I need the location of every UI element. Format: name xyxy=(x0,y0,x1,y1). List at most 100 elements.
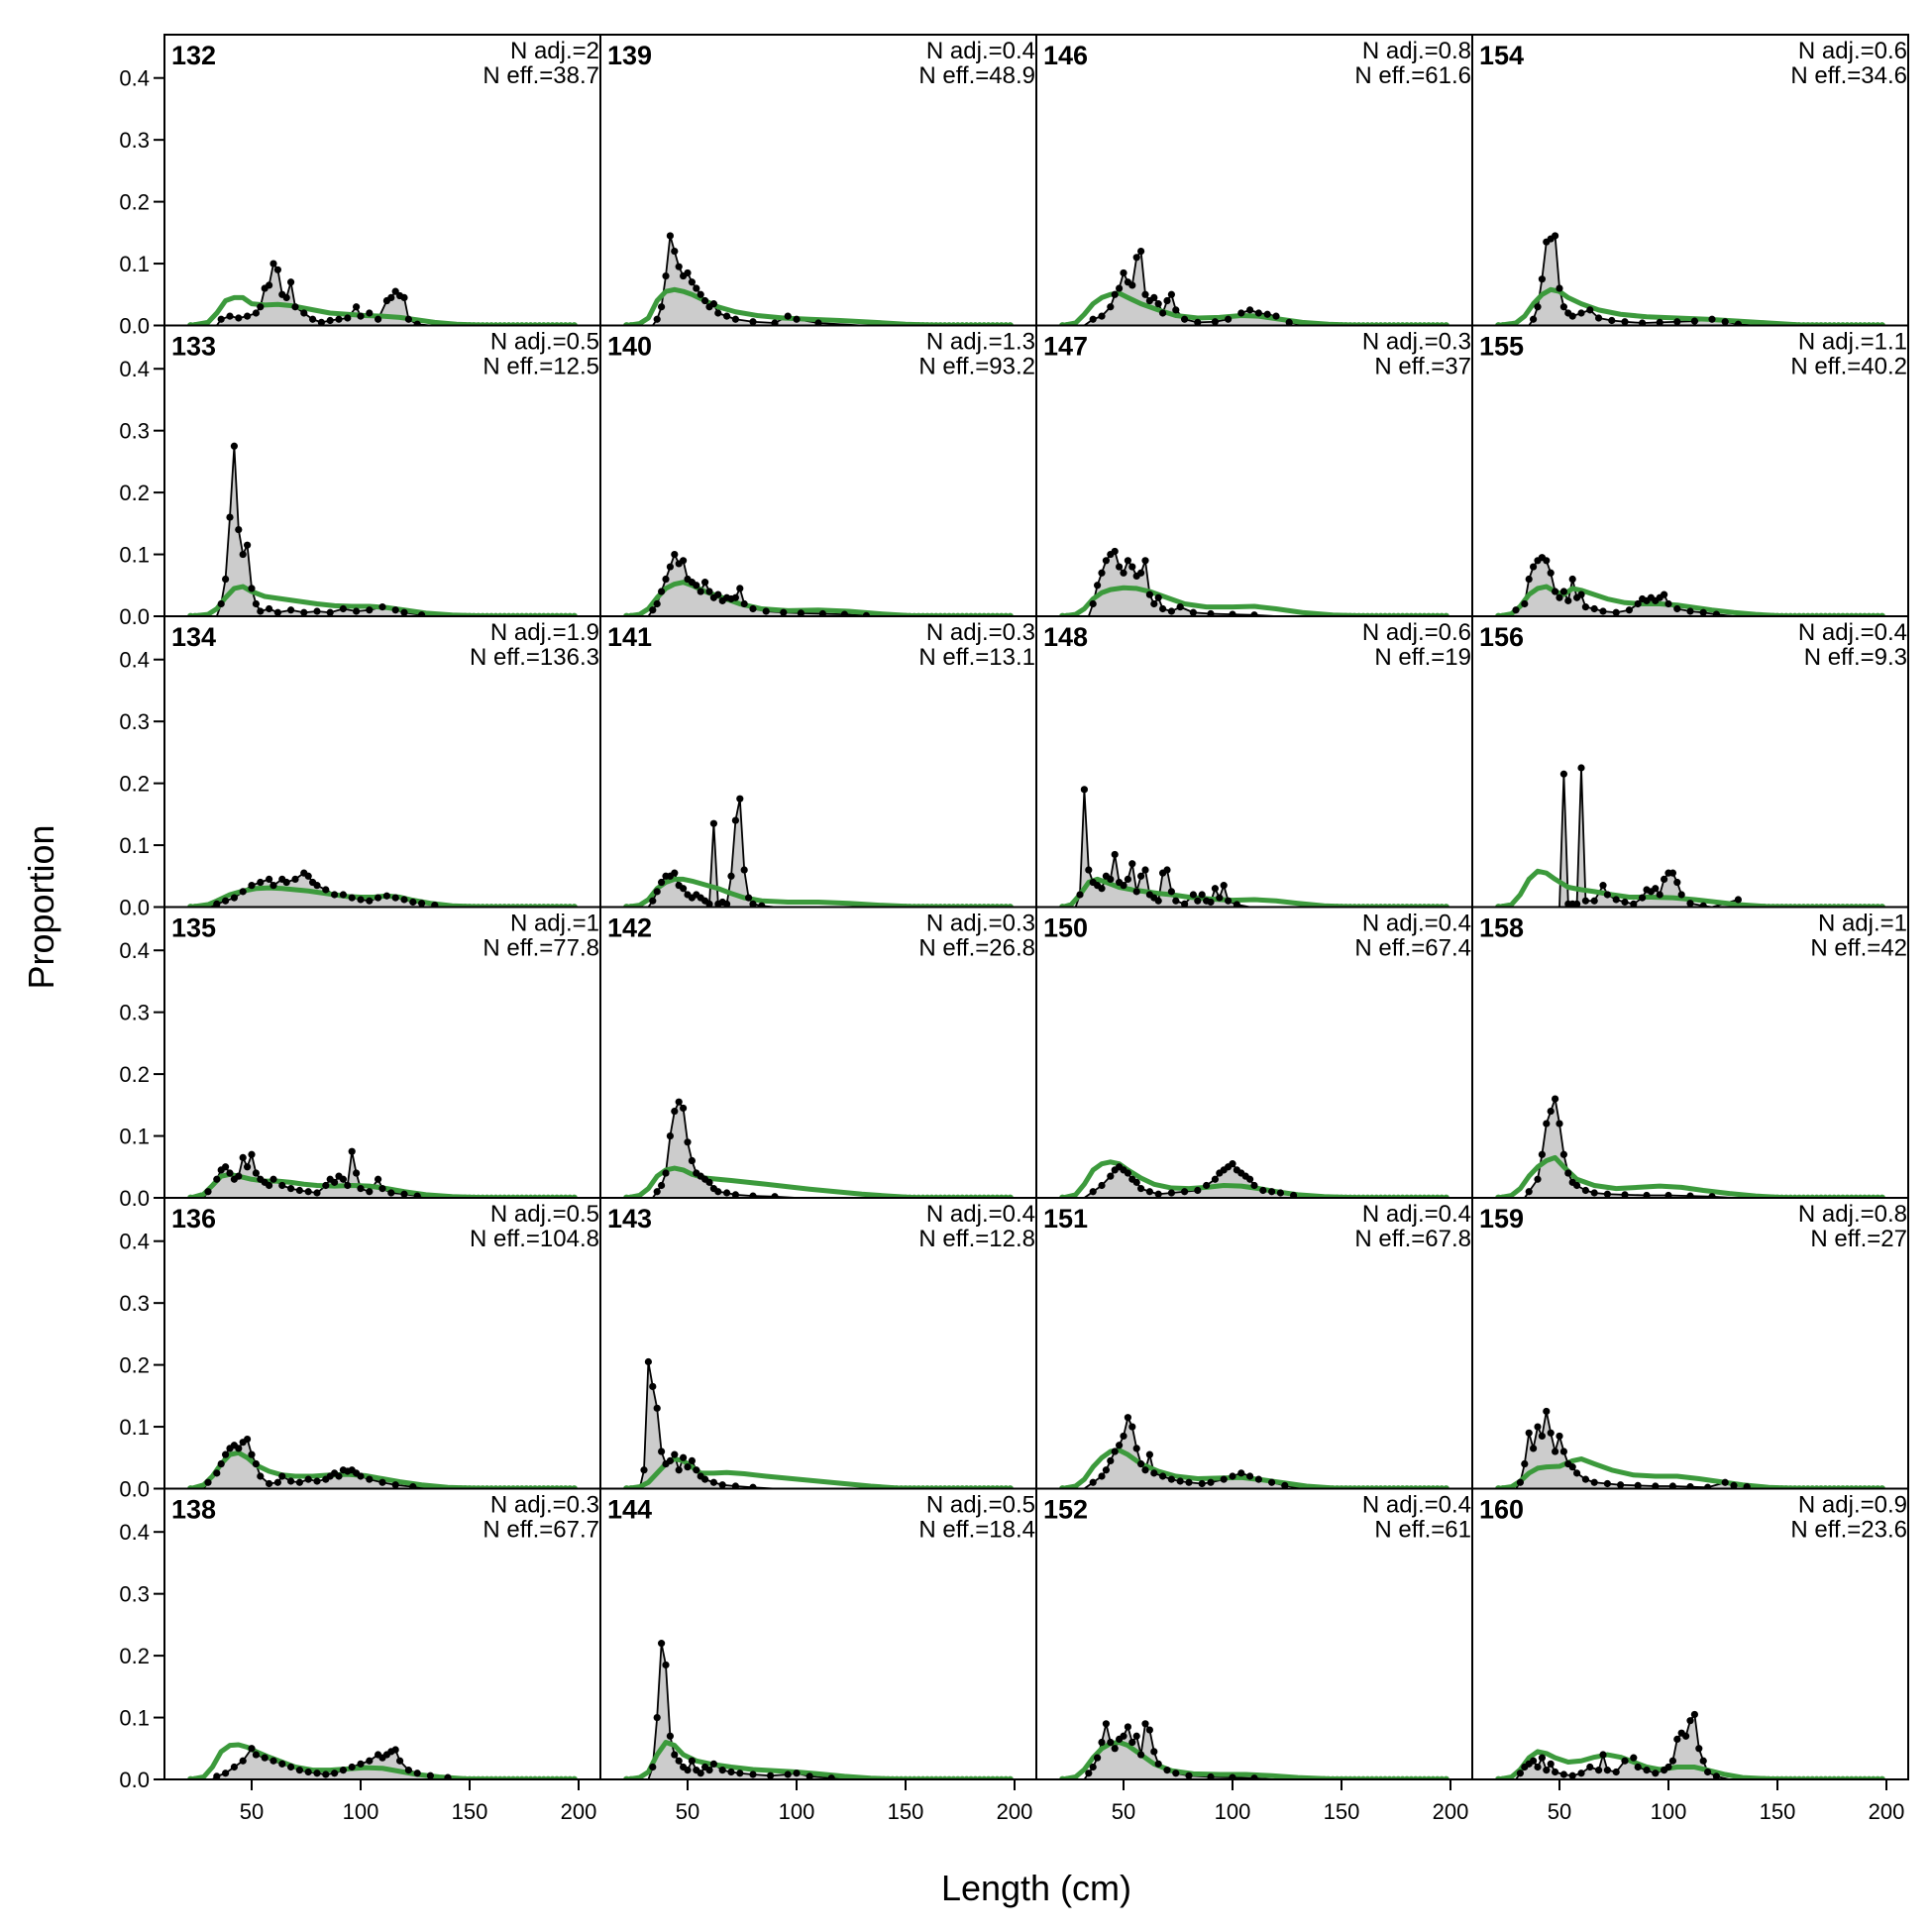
observed-point xyxy=(1686,1192,1694,1198)
observed-point xyxy=(684,1767,692,1774)
panel-id-label: 136 xyxy=(171,1204,216,1234)
observed-point xyxy=(266,604,273,613)
observed-point xyxy=(1612,896,1620,904)
observed-point xyxy=(1167,888,1175,896)
observed-point xyxy=(662,271,670,280)
observed-point xyxy=(1556,284,1563,292)
observed-point xyxy=(658,1181,666,1190)
n-adj-label: N adj.=0.5 xyxy=(490,1201,599,1228)
observed-point xyxy=(1621,898,1629,907)
observed-point xyxy=(1652,1770,1660,1777)
observed-point xyxy=(1664,599,1672,608)
panel-plot-area xyxy=(1472,1095,1908,1198)
observed-point xyxy=(326,316,334,325)
observed-point xyxy=(1603,1190,1611,1198)
observed-point xyxy=(723,900,731,908)
panel-142: 142 N adj.=0.3N eff.=26.8 xyxy=(599,906,1037,1199)
observed-point xyxy=(1132,888,1140,896)
observed-point xyxy=(1682,1732,1690,1740)
observed-point xyxy=(269,882,277,890)
observed-point xyxy=(740,599,748,608)
y-tick-label: 0.1 xyxy=(119,1706,150,1731)
observed-point xyxy=(749,604,757,613)
n-eff-label: N eff.=37 xyxy=(1374,354,1471,380)
observed-point xyxy=(261,1754,268,1762)
observed-point xyxy=(1107,875,1115,883)
observed-area xyxy=(625,1101,1012,1198)
ticks-layer: 0.0 0.1 0.2 0.3 0.4 0.0 0.1 0.2 0.3 0.4 0.0 0.1 0.2 0… xyxy=(119,66,1904,1824)
observed-point xyxy=(348,894,356,902)
observed-point xyxy=(709,819,718,827)
observed-point xyxy=(658,1448,666,1455)
y-tick-label: 0.3 xyxy=(119,128,150,153)
y-tick-label: 0.3 xyxy=(119,709,150,734)
observed-point xyxy=(387,293,395,301)
observed-point xyxy=(1124,875,1131,883)
n-eff-label: N eff.=104.8 xyxy=(470,1226,599,1252)
observed-point xyxy=(244,1435,252,1444)
panel-id-label: 141 xyxy=(607,622,652,652)
observed-point xyxy=(1120,569,1127,577)
observed-point xyxy=(1525,1429,1533,1437)
observed-point xyxy=(300,309,308,317)
observed-point xyxy=(749,318,757,326)
x-tick-label: 150 xyxy=(1760,1799,1796,1824)
observed-point xyxy=(1159,309,1167,317)
observed-point xyxy=(1272,312,1280,320)
observed-point xyxy=(1154,897,1162,905)
observed-point xyxy=(213,1772,221,1779)
observed-point xyxy=(313,1770,321,1777)
observed-point xyxy=(736,585,744,592)
observed-point xyxy=(353,303,361,311)
observed-point xyxy=(278,1472,286,1480)
observed-point xyxy=(1695,1745,1703,1753)
observed-point xyxy=(1525,1188,1533,1196)
observed-point xyxy=(697,1770,704,1777)
observed-point xyxy=(1237,309,1245,317)
observed-point xyxy=(714,309,722,317)
x-tick-label: 50 xyxy=(240,1799,264,1824)
y-tick-label: 0.2 xyxy=(119,772,150,797)
panel-plot-area xyxy=(600,232,1036,326)
observed-point xyxy=(295,1767,303,1774)
observed-point xyxy=(222,1770,230,1777)
observed-point xyxy=(1124,1723,1131,1731)
panel-id-label: 135 xyxy=(171,913,216,943)
observed-point xyxy=(1154,1760,1162,1768)
observed-point xyxy=(357,1472,365,1480)
observed-point xyxy=(1089,599,1097,608)
panel-151: 151 N adj.=0.4N eff.=67.8 xyxy=(1035,1197,1473,1490)
observed-point xyxy=(1677,891,1685,899)
y-tick-label: 0.0 xyxy=(119,1186,150,1211)
observed-point xyxy=(1111,850,1119,859)
observed-point xyxy=(1559,588,1567,595)
expected-line xyxy=(187,294,578,326)
observed-point xyxy=(1547,1760,1555,1768)
observed-point xyxy=(1181,900,1189,908)
observed-point xyxy=(1111,290,1119,298)
y-tick-label: 0.4 xyxy=(119,938,150,963)
observed-point xyxy=(269,1757,277,1765)
observed-point xyxy=(693,582,700,590)
observed-point xyxy=(1599,1751,1607,1759)
observed-point xyxy=(1120,1432,1127,1441)
observed-point xyxy=(418,611,426,616)
x-tick-label: 50 xyxy=(676,1799,699,1824)
panel-147: 147 N adj.=0.3N eff.=37 xyxy=(1035,324,1473,617)
n-eff-label: N eff.=67.4 xyxy=(1354,935,1471,962)
observed-point xyxy=(1207,1772,1215,1779)
observed-point xyxy=(252,309,260,317)
observed-point xyxy=(1621,318,1629,326)
observed-point xyxy=(217,315,225,323)
observed-point xyxy=(331,1178,339,1186)
expected-line xyxy=(1495,1749,1885,1779)
observed-point xyxy=(400,896,408,904)
observed-point xyxy=(217,599,225,608)
panel-plot-area xyxy=(1472,232,1908,326)
observed-point xyxy=(684,268,692,277)
observed-point xyxy=(1612,1768,1620,1776)
n-eff-label: N eff.=136.3 xyxy=(470,644,599,671)
observed-point xyxy=(1568,1771,1576,1779)
observed-point xyxy=(1194,897,1202,905)
observed-point xyxy=(222,1163,230,1171)
